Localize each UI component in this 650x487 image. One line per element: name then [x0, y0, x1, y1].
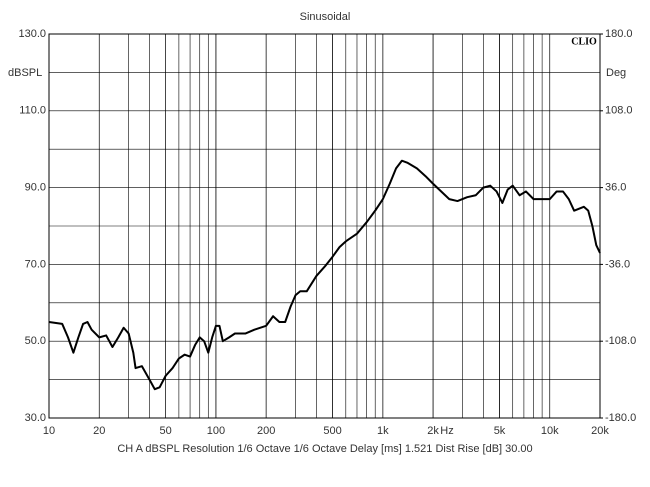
- y2-tick-label: 180.0: [605, 28, 633, 40]
- y-tick-label: 30.0: [25, 412, 46, 424]
- y-tick-label: 70.0: [25, 258, 46, 270]
- y-tick-label: 110.0: [19, 105, 46, 117]
- y-tick-label: 130.0: [18, 28, 46, 40]
- x-tick-label: 100: [207, 425, 225, 437]
- plot-frame: [48, 33, 601, 419]
- chart-title: Sinusoidal: [300, 11, 351, 23]
- brand: CLIO: [571, 36, 597, 47]
- x-tick-label: 2k: [427, 425, 439, 437]
- x-tick-label: 200: [257, 425, 275, 437]
- x-tick-label: 1k: [377, 425, 389, 437]
- x-tick-label: 20: [93, 425, 105, 437]
- x-tick-label: 5k: [494, 425, 506, 437]
- y2-tick-label: -108.0: [605, 335, 636, 347]
- y2-tick-label: 108.0: [605, 105, 633, 117]
- y2-tick-label: -180.0: [605, 412, 636, 424]
- response-curve: [48, 159, 601, 391]
- y-tick-label: 90.0: [25, 182, 46, 194]
- x-tick-label: 50: [160, 425, 172, 437]
- x-tick-label: 10: [43, 425, 55, 437]
- y2-axis-label: Deg: [606, 67, 626, 79]
- y-tick-label: 50.0: [25, 335, 46, 347]
- x-tick-label: 20k: [591, 425, 609, 437]
- x-axis-unit: Hz: [440, 425, 453, 437]
- y2-tick-label: -36.0: [605, 258, 630, 270]
- y-axis-label: dBSPL: [8, 67, 42, 79]
- x-tick-label: 10k: [541, 425, 559, 437]
- footer: CH A dBSPL Resolution 1/6 Octave 1/6 Oct…: [117, 443, 532, 455]
- y2-tick-label: 36.0: [605, 182, 626, 194]
- x-tick-label: 500: [323, 425, 341, 437]
